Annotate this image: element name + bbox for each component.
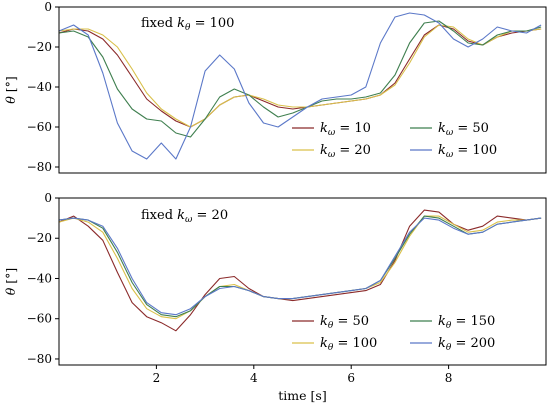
x-tick-label-1-2: 6 xyxy=(347,371,355,385)
y-axis-label-unit-0: [°] xyxy=(3,76,18,96)
panel-annotation-1: fixed kω = 20 xyxy=(141,208,228,225)
legend-label-0-1-subscript: ω xyxy=(328,150,336,160)
legend-label-0-0-symbol: k xyxy=(320,121,328,136)
panel-annotation-1-subscript: ω xyxy=(185,215,193,225)
x-tick-label-1-3: 8 xyxy=(445,371,453,385)
y-tick-label-1-1: −20 xyxy=(27,231,52,245)
legend-label-1-0: kθ = 50 xyxy=(320,314,369,331)
panel-annotation-1-prefix: fixed xyxy=(141,208,177,223)
legend-label-0-2-value: = 50 xyxy=(453,121,489,136)
series-line-1-3 xyxy=(58,217,542,316)
y-axis-label-1: θ [°] xyxy=(3,268,18,296)
legend-label-0-0-subscript: ω xyxy=(328,128,336,138)
legend-label-0-3-symbol: k xyxy=(438,143,446,158)
legend-label-1-1-subscript: θ xyxy=(328,343,334,353)
legend-label-1-2: kθ = 150 xyxy=(438,314,495,331)
panel-annotation-0-value: = 100 xyxy=(190,16,234,31)
x-tick-label-1-1: 4 xyxy=(250,371,258,385)
legend-label-1-0-subscript: θ xyxy=(328,321,334,331)
legend-label-0-1: kω = 20 xyxy=(320,143,371,160)
panel-annotation-1-symbol: k xyxy=(177,208,185,223)
y-tick-label-0-0: 0 xyxy=(44,0,52,14)
legend-label-1-3-value: = 200 xyxy=(451,336,495,351)
legend-label-1-3-subscript: θ xyxy=(446,343,452,353)
panel-annotation-0: fixed kθ = 100 xyxy=(141,16,234,33)
legend-label-1-0-symbol: k xyxy=(320,314,328,329)
y-tick-label-0-2: −40 xyxy=(27,80,52,94)
legend-label-0-3-value: = 100 xyxy=(453,143,497,158)
legend-label-1-2-value: = 150 xyxy=(451,314,495,329)
legend-label-0-3-subscript: ω xyxy=(446,150,454,160)
legend-label-0-1-symbol: k xyxy=(320,143,328,158)
legend-label-1-2-subscript: θ xyxy=(446,321,452,331)
y-tick-label-0-3: −60 xyxy=(27,120,52,134)
y-tick-label-0-1: −20 xyxy=(27,40,52,54)
series-line-0-0 xyxy=(58,24,542,128)
x-tick-label-1-0: 2 xyxy=(153,371,161,385)
panel-annotation-1-value: = 20 xyxy=(192,208,228,223)
legend-label-1-2-symbol: k xyxy=(438,314,446,329)
y-axis-label-unit-1: [°] xyxy=(3,268,18,288)
series-line-0-2 xyxy=(58,20,542,138)
legend-label-0-1-value: = 20 xyxy=(335,143,371,158)
y-tick-label-1-0: 0 xyxy=(44,191,52,205)
panel-annotation-0-prefix: fixed xyxy=(141,16,177,31)
legend-label-0-0: kω = 10 xyxy=(320,121,371,138)
y-axis-label-symbol-0: θ xyxy=(3,96,18,104)
legend-label-1-1-value: = 100 xyxy=(333,336,377,351)
bottom-panel: 0−20−40−60−802 4 6 8θ [°]time [s]fixed kω =… xyxy=(3,191,547,403)
legend-label-1-3: kθ = 200 xyxy=(438,336,495,353)
legend-label-0-2-subscript: ω xyxy=(446,128,454,138)
legend-label-1-1: kθ = 100 xyxy=(320,336,377,353)
legend-label-1-1-symbol: k xyxy=(320,336,328,351)
plot-frame-1 xyxy=(58,197,547,366)
series-line-1-0 xyxy=(58,209,542,332)
y-axis-label-symbol-1: θ xyxy=(3,287,18,295)
y-axis-label-0: θ [°] xyxy=(3,76,18,104)
y-tick-label-1-3: −60 xyxy=(27,312,52,326)
series-line-0-3 xyxy=(58,12,542,160)
y-tick-label-1-2: −40 xyxy=(27,271,52,285)
panel-annotation-0-symbol: k xyxy=(177,16,185,31)
series-line-0-1 xyxy=(58,24,542,128)
legend-label-0-3: kω = 100 xyxy=(438,143,497,160)
y-tick-label-1-4: −80 xyxy=(27,352,52,366)
x-axis-label: time [s] xyxy=(278,388,326,403)
y-tick-label-0-4: −80 xyxy=(27,160,52,174)
legend-label-1-0-value: = 50 xyxy=(333,314,369,329)
legend-label-0-0-value: = 10 xyxy=(335,121,371,136)
legend-label-1-3-symbol: k xyxy=(438,336,446,351)
panel-annotation-0-subscript: θ xyxy=(185,23,191,33)
legend-label-0-2-symbol: k xyxy=(438,121,446,136)
legend-label-0-2: kω = 50 xyxy=(438,121,489,138)
plot-frame-0 xyxy=(58,6,547,174)
